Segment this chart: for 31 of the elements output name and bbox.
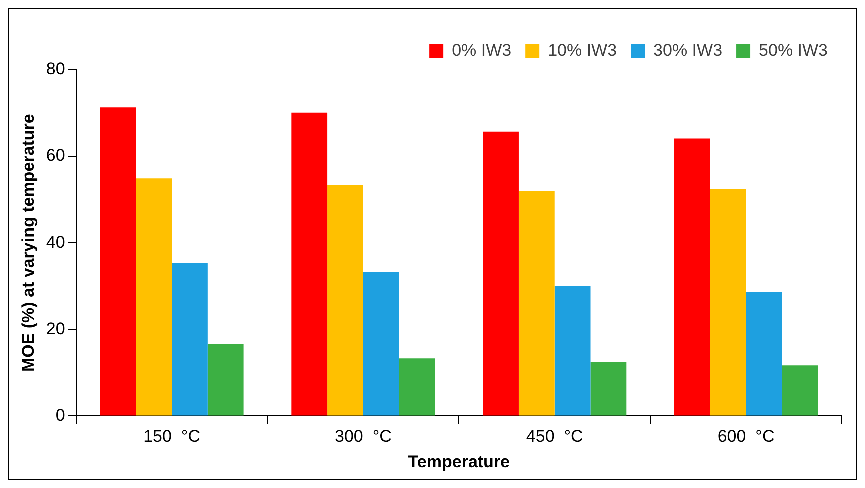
- legend-label: 10% IW3: [548, 41, 618, 60]
- bar: [100, 108, 136, 416]
- legend-label: 30% IW3: [654, 41, 723, 60]
- y-tick-label: 80: [46, 60, 66, 79]
- y-tick-label: 40: [46, 232, 66, 252]
- y-tick-label: 0: [56, 406, 66, 425]
- bar: [674, 138, 710, 416]
- bar: [399, 358, 436, 416]
- x-tick-label: 450 °C: [526, 427, 584, 446]
- bar: [328, 186, 364, 416]
- bar: [172, 263, 208, 416]
- bar: [746, 292, 782, 416]
- bar: [590, 362, 627, 416]
- bar: [483, 132, 519, 416]
- legend-label: 50% IW3: [759, 41, 828, 60]
- bar: [208, 344, 244, 416]
- x-axis-title: Temperature: [408, 452, 510, 472]
- bar: [518, 191, 555, 416]
- bar: [554, 286, 591, 416]
- x-tick-label: 600 °C: [718, 427, 775, 446]
- y-axis-title: MOE (%) at varying temperature: [18, 114, 38, 372]
- y-tick-label: 20: [46, 319, 66, 338]
- legend-label: 0% IW3: [452, 41, 512, 60]
- bar: [136, 178, 172, 416]
- y-tick-label: 60: [46, 146, 66, 166]
- bar: [782, 366, 818, 416]
- x-tick-label: 150 °C: [144, 427, 200, 446]
- bar: [710, 189, 746, 416]
- bar: [363, 272, 400, 416]
- bar: [292, 112, 328, 416]
- x-tick-label: 300 °C: [335, 427, 392, 446]
